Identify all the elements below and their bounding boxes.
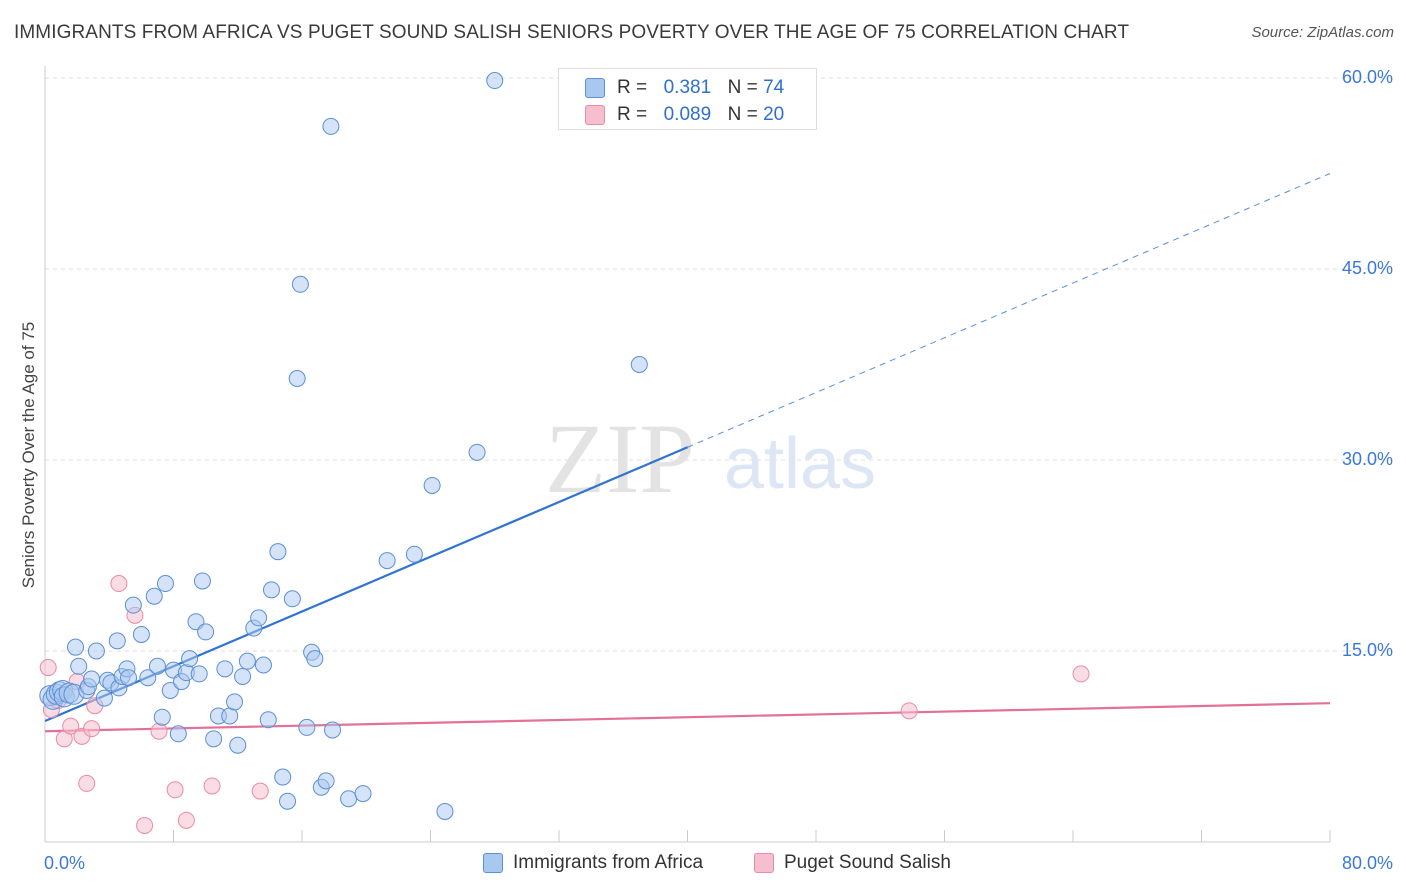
y-tick-label: 60.0% bbox=[1342, 67, 1393, 87]
point-salish bbox=[251, 782, 269, 800]
point-africa bbox=[262, 581, 280, 599]
point-africa bbox=[250, 609, 268, 627]
watermark: ZIP atlas bbox=[545, 403, 876, 514]
point-africa bbox=[423, 476, 441, 494]
point-africa bbox=[153, 708, 171, 726]
legend-r-value-africa: 0.381 bbox=[663, 77, 712, 98]
point-salish bbox=[110, 575, 128, 593]
point-africa bbox=[190, 665, 208, 683]
trendline-africa-extension bbox=[687, 173, 1331, 448]
point-salish bbox=[177, 811, 195, 829]
watermark-zip: ZIP bbox=[545, 403, 695, 514]
point-africa bbox=[120, 669, 138, 687]
point-salish bbox=[83, 720, 101, 738]
point-africa bbox=[226, 693, 244, 711]
y-axis-label: Seniors Poverty Over the Age of 75 bbox=[19, 321, 38, 589]
legend-n-value-africa: 74 bbox=[763, 77, 785, 98]
point-salish bbox=[203, 777, 221, 795]
point-salish bbox=[78, 774, 96, 792]
point-africa bbox=[378, 552, 396, 570]
point-africa bbox=[216, 660, 234, 678]
point-africa bbox=[324, 721, 342, 739]
point-africa bbox=[317, 772, 335, 790]
point-africa bbox=[205, 730, 223, 748]
x-tick-label-min: 0.0% bbox=[44, 853, 85, 873]
point-africa bbox=[67, 638, 85, 656]
point-africa bbox=[161, 681, 179, 699]
point-salish bbox=[136, 816, 154, 834]
watermark-atlas: atlas bbox=[724, 424, 876, 504]
point-africa bbox=[269, 543, 287, 561]
point-africa bbox=[259, 711, 277, 729]
point-salish bbox=[166, 781, 184, 799]
point-africa bbox=[145, 587, 163, 605]
bottom-legend-swatch-blue bbox=[483, 853, 503, 873]
trendline-salish bbox=[44, 702, 1331, 733]
legend-n-value-salish: 20 bbox=[763, 104, 785, 125]
point-africa bbox=[70, 657, 88, 675]
point-africa bbox=[124, 596, 142, 614]
point-africa bbox=[87, 642, 105, 660]
bottom-legend-swatch-pink bbox=[754, 853, 774, 873]
bottom-legend-label-africa: Immigrants from Africa bbox=[513, 852, 704, 873]
point-africa bbox=[354, 785, 372, 803]
point-africa bbox=[234, 667, 252, 685]
point-salish bbox=[1072, 665, 1090, 683]
point-africa bbox=[238, 652, 256, 670]
point-africa bbox=[108, 632, 126, 650]
legend-swatch-blue bbox=[585, 78, 605, 98]
legend-swatch-pink bbox=[585, 105, 605, 125]
y-tick-label: 45.0% bbox=[1342, 258, 1393, 278]
point-africa bbox=[306, 650, 324, 668]
point-africa bbox=[322, 117, 340, 135]
point-africa bbox=[340, 790, 358, 808]
point-africa bbox=[139, 669, 157, 687]
legend-n-label: N = bbox=[727, 104, 758, 125]
point-africa bbox=[254, 656, 272, 674]
point-africa bbox=[436, 802, 454, 820]
y-tick-label: 15.0% bbox=[1342, 640, 1393, 660]
gridlines bbox=[45, 77, 1392, 652]
legend-n-label: N = bbox=[727, 77, 758, 98]
point-africa bbox=[193, 572, 211, 590]
point-africa bbox=[288, 370, 306, 388]
point-salish bbox=[39, 659, 57, 677]
point-africa bbox=[468, 443, 486, 461]
point-africa bbox=[298, 718, 316, 736]
tick-labels: 15.0% 30.0% 45.0% 60.0% 0.0% 80.0% bbox=[44, 67, 1393, 873]
point-africa bbox=[283, 590, 301, 608]
bottom-legend-label-salish: Puget Sound Salish bbox=[784, 852, 951, 873]
y-tick-label: 30.0% bbox=[1342, 449, 1393, 469]
point-africa bbox=[279, 792, 297, 810]
chart-title: IMMIGRANTS FROM AFRICA VS PUGET SOUND SA… bbox=[14, 22, 1130, 43]
point-salish bbox=[900, 702, 918, 720]
legend-r-value-salish: 0.089 bbox=[663, 104, 712, 125]
source-label: Source: ZipAtlas.com bbox=[1251, 24, 1394, 41]
point-africa bbox=[405, 545, 423, 563]
point-africa bbox=[486, 72, 504, 90]
point-africa bbox=[291, 275, 309, 293]
point-salish bbox=[62, 717, 80, 735]
legend-r-label: R = bbox=[617, 77, 648, 98]
point-africa bbox=[181, 650, 199, 668]
point-africa bbox=[156, 575, 174, 593]
point-africa bbox=[229, 736, 247, 754]
data-points bbox=[39, 72, 1090, 834]
point-africa bbox=[148, 657, 166, 675]
point-africa bbox=[197, 623, 215, 641]
point-salish bbox=[150, 722, 168, 740]
point-africa bbox=[630, 356, 648, 373]
point-africa bbox=[274, 768, 292, 786]
point-africa bbox=[83, 670, 101, 688]
point-africa bbox=[169, 725, 187, 743]
legend-r-label: R = bbox=[617, 104, 648, 125]
point-africa bbox=[95, 689, 113, 707]
x-tick-label-max: 80.0% bbox=[1342, 853, 1393, 873]
correlation-legend: R = 0.381 N = 74 R = 0.089 N = 20 bbox=[558, 68, 817, 130]
point-africa bbox=[132, 625, 150, 643]
